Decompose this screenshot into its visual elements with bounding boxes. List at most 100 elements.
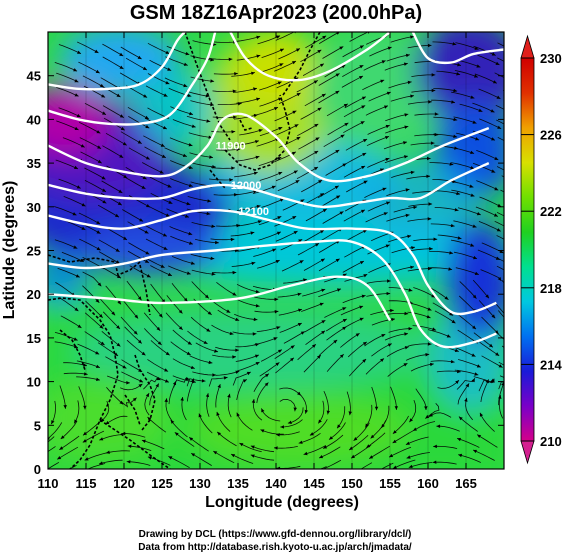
streamline — [120, 383, 143, 391]
height-contour — [48, 32, 217, 126]
streamline — [296, 80, 318, 93]
streamline — [147, 42, 170, 55]
wind-arrowhead — [321, 320, 326, 324]
streamline — [233, 114, 258, 120]
wind-arrowhead — [470, 193, 475, 197]
streamline — [472, 279, 490, 299]
wind-arrowhead — [489, 343, 493, 348]
streamline — [472, 162, 496, 173]
wind-arrowhead — [411, 246, 415, 250]
streamline — [235, 140, 260, 146]
wind-arrowhead — [81, 226, 86, 230]
wind-arrowhead — [381, 424, 385, 428]
wind-arrowhead — [227, 393, 231, 398]
streamline — [102, 145, 124, 159]
wind-arrowhead — [232, 355, 236, 359]
streamline — [230, 231, 255, 237]
colorbar-min-arrow — [520, 440, 535, 465]
streamline — [322, 211, 344, 224]
wind-arrowhead — [144, 230, 149, 234]
wind-arrowhead — [210, 256, 215, 261]
streamline — [343, 121, 365, 134]
streamline — [472, 102, 495, 113]
wind-arrowhead — [292, 216, 297, 220]
wind-arrowhead — [102, 111, 106, 115]
wind-arrowhead — [410, 170, 415, 175]
wind-arrowhead — [96, 230, 101, 234]
height-contour — [48, 112, 490, 183]
wind-arrowhead — [404, 125, 409, 129]
plot-area: 11900 12000 12100 — [48, 32, 518, 469]
streamline — [250, 445, 275, 453]
wind-arrowhead — [432, 327, 437, 331]
wind-arrowhead — [386, 91, 391, 95]
streamline — [254, 296, 279, 300]
wind-arrowhead — [342, 307, 347, 311]
wind-arrowhead — [82, 439, 87, 443]
wind-arrowhead — [485, 294, 489, 299]
streamline — [407, 311, 431, 319]
streamline — [391, 171, 415, 178]
streamline — [166, 208, 190, 218]
wind-arrowhead — [293, 407, 297, 412]
streamline — [106, 165, 128, 179]
streamline — [85, 300, 103, 318]
wind-arrowhead — [342, 273, 347, 277]
streamline — [145, 238, 168, 251]
wind-arrowhead — [163, 93, 168, 97]
streamline — [411, 74, 436, 77]
wind-arrowhead — [514, 175, 518, 178]
streamline — [54, 341, 79, 349]
streamline — [495, 104, 504, 110]
streamline — [412, 325, 437, 331]
wind-arrowhead — [183, 62, 188, 66]
streamline — [58, 107, 81, 118]
wind-arrowhead — [361, 105, 366, 109]
wind-arrowhead — [326, 410, 330, 415]
streamline — [494, 220, 504, 227]
wind-arrowhead — [514, 243, 518, 246]
wind-arrowhead — [84, 457, 89, 461]
x-tick-label: 135 — [227, 476, 249, 491]
streamline — [430, 223, 455, 227]
wind-arrowhead — [102, 188, 106, 192]
wind-arrowhead — [198, 413, 202, 418]
streamline — [432, 41, 457, 45]
streamline — [302, 229, 325, 243]
wind-arrowhead — [278, 127, 283, 131]
wind-arrowhead — [403, 141, 407, 145]
wind-arrowhead — [496, 228, 501, 232]
streamline — [432, 302, 454, 316]
wind-arrowhead — [255, 140, 259, 144]
wind-arrowhead — [425, 414, 430, 419]
streamline — [128, 242, 150, 255]
wind-arrowhead — [214, 349, 218, 353]
wind-arrowhead — [404, 332, 408, 336]
wind-arrowhead — [234, 248, 239, 253]
streamline — [412, 421, 436, 432]
streamline — [318, 32, 340, 44]
streamline — [127, 106, 149, 120]
wind-arrowhead — [318, 180, 323, 184]
streamline — [102, 56, 124, 70]
streamline — [408, 248, 433, 252]
streamline — [78, 212, 101, 225]
streamline — [97, 204, 120, 218]
streamline — [281, 260, 304, 272]
wind-arrowhead — [454, 146, 458, 150]
wind-arrowhead — [97, 159, 102, 164]
wind-arrowhead — [255, 155, 260, 160]
wind-arrowhead — [160, 264, 165, 268]
wind-arrowhead — [493, 213, 498, 217]
wind-arrowhead — [102, 200, 107, 204]
streamline — [303, 258, 326, 271]
wind-arrowhead — [182, 153, 187, 157]
streamline — [232, 331, 257, 335]
wind-arrowhead — [335, 90, 340, 95]
wind-arrowhead — [178, 309, 183, 314]
wind-arrowhead — [335, 73, 340, 77]
wind-arrowhead — [491, 314, 496, 319]
streamline — [105, 415, 128, 425]
streamline — [215, 370, 240, 376]
x-tick-label: 140 — [265, 476, 287, 491]
